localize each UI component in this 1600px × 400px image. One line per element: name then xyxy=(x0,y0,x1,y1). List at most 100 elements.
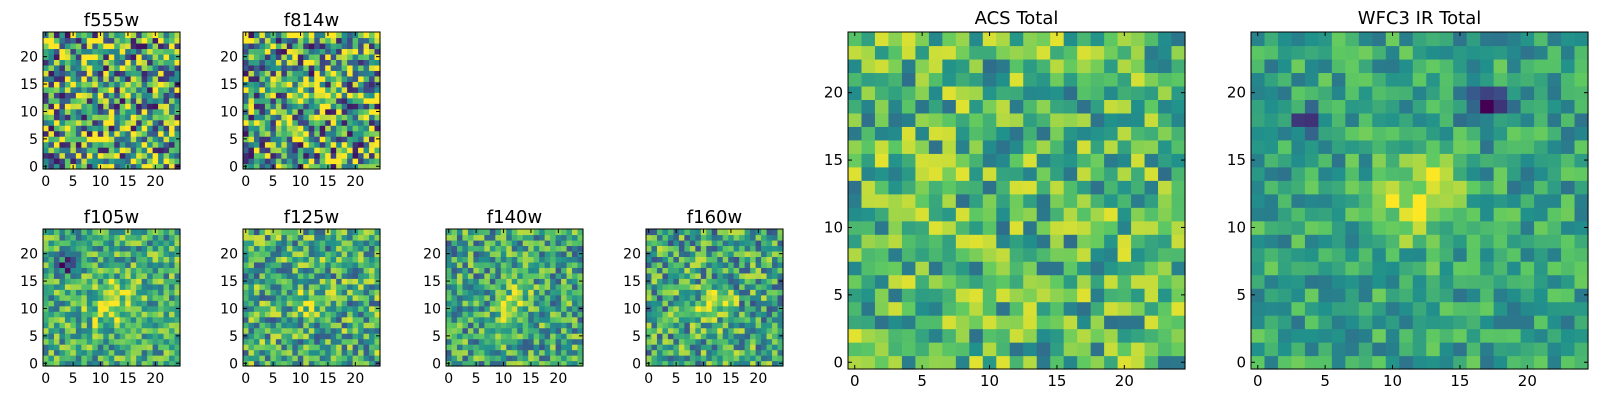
heatmap-cell xyxy=(539,338,546,345)
heatmap-cell xyxy=(358,355,365,362)
heatmap-cell xyxy=(722,229,729,236)
heatmap-cell xyxy=(70,125,77,132)
heatmap-cell xyxy=(1331,247,1346,262)
heatmap-cell xyxy=(711,267,718,274)
heatmap-cell xyxy=(662,250,669,257)
heatmap-cell xyxy=(1466,355,1481,370)
heatmap-cell xyxy=(928,342,943,357)
heatmap-cell xyxy=(325,136,332,143)
heatmap-cell xyxy=(248,81,255,88)
heatmap-cell xyxy=(136,125,143,132)
heatmap-cell xyxy=(330,37,337,44)
heatmap-cell xyxy=(755,250,762,257)
heatmap-cell xyxy=(456,283,464,290)
heatmap-cell xyxy=(253,59,261,66)
heatmap-cell xyxy=(341,152,348,159)
heatmap-cell xyxy=(114,256,121,263)
heatmap-cell xyxy=(125,311,132,318)
heatmap-cell xyxy=(733,250,740,257)
heatmap-cell xyxy=(1144,45,1159,60)
heatmap-cell xyxy=(158,141,165,148)
heatmap-cell xyxy=(1480,180,1495,195)
heatmap-cell xyxy=(915,234,930,249)
heatmap-cell xyxy=(59,59,66,66)
heatmap-cell xyxy=(125,114,132,121)
heatmap-cell xyxy=(308,114,315,121)
heatmap-cell xyxy=(1171,301,1186,316)
heatmap-cell xyxy=(1358,180,1373,195)
heatmap-cell xyxy=(336,344,343,351)
heatmap-cell xyxy=(572,355,579,362)
heatmap-cell xyxy=(861,58,876,74)
heatmap-cell xyxy=(53,322,61,329)
heatmap-cell xyxy=(352,267,359,274)
pixel-grid xyxy=(646,229,784,367)
heatmap-cell xyxy=(996,355,1011,370)
heatmap-cell xyxy=(75,283,82,290)
heatmap-cell xyxy=(75,256,82,263)
heatmap-cell xyxy=(243,316,250,323)
heatmap-cell xyxy=(297,338,304,345)
heatmap-cell xyxy=(550,261,557,268)
heatmap-cell xyxy=(114,289,121,296)
heatmap-cell xyxy=(656,245,664,252)
heatmap-cell xyxy=(1104,355,1119,370)
heatmap-cell xyxy=(48,130,55,137)
heatmap-cell xyxy=(861,315,876,330)
heatmap-cell xyxy=(673,355,680,362)
heatmap-cell xyxy=(136,333,143,340)
heatmap-cell xyxy=(363,75,370,82)
heatmap-cell xyxy=(314,136,321,143)
heatmap-cell xyxy=(1050,220,1065,235)
heatmap-cell xyxy=(572,338,579,345)
heatmap-cell xyxy=(374,32,381,39)
heatmap-cell xyxy=(130,234,137,241)
heatmap-cell xyxy=(97,59,104,66)
heatmap-cell xyxy=(248,119,255,126)
heatmap-cell xyxy=(744,261,751,268)
heatmap-cell xyxy=(755,294,762,301)
heatmap-cell xyxy=(119,64,126,71)
heatmap-cell xyxy=(467,239,474,247)
heatmap-cell xyxy=(363,130,370,137)
heatmap-cell xyxy=(1036,193,1051,208)
x-tick-label: 10 xyxy=(92,371,110,387)
heatmap-cell xyxy=(695,267,702,274)
heatmap-cell xyxy=(281,294,288,301)
heatmap-cell xyxy=(103,147,110,154)
heatmap-cell xyxy=(325,278,332,285)
heatmap-cell xyxy=(467,294,474,301)
heatmap-cell xyxy=(163,81,170,88)
heatmap-cell xyxy=(1574,220,1589,235)
heatmap-cell xyxy=(363,103,370,110)
heatmap-cell xyxy=(1561,261,1576,276)
heatmap-cell xyxy=(253,53,261,60)
heatmap-cell xyxy=(506,333,513,340)
heatmap-cell xyxy=(152,64,159,71)
heatmap-cell xyxy=(1077,342,1092,357)
heatmap-cell xyxy=(147,261,154,268)
heatmap-cell xyxy=(363,239,370,247)
heatmap-cell xyxy=(1264,220,1279,235)
heatmap-cell xyxy=(1158,180,1173,195)
heatmap-cell xyxy=(319,300,326,307)
heatmap-cell xyxy=(651,311,658,318)
y-tick-label: 5 xyxy=(632,329,641,345)
heatmap-cell xyxy=(308,53,315,60)
heatmap-cell xyxy=(319,42,326,50)
heatmap-cell xyxy=(955,315,970,330)
heatmap-cell xyxy=(1104,166,1119,181)
heatmap-cell xyxy=(1036,342,1051,357)
heatmap-cell xyxy=(1304,261,1319,276)
heatmap-cell xyxy=(478,267,485,274)
heatmap-cell xyxy=(64,97,71,104)
heatmap-cell xyxy=(130,239,137,247)
heatmap-cell xyxy=(1077,45,1092,60)
heatmap-cell xyxy=(336,283,343,290)
heatmap-cell xyxy=(656,360,664,367)
heatmap-cell xyxy=(1104,180,1119,195)
heatmap-cell xyxy=(651,250,658,257)
heatmap-cell xyxy=(1063,180,1078,195)
heatmap-cell xyxy=(772,294,779,301)
